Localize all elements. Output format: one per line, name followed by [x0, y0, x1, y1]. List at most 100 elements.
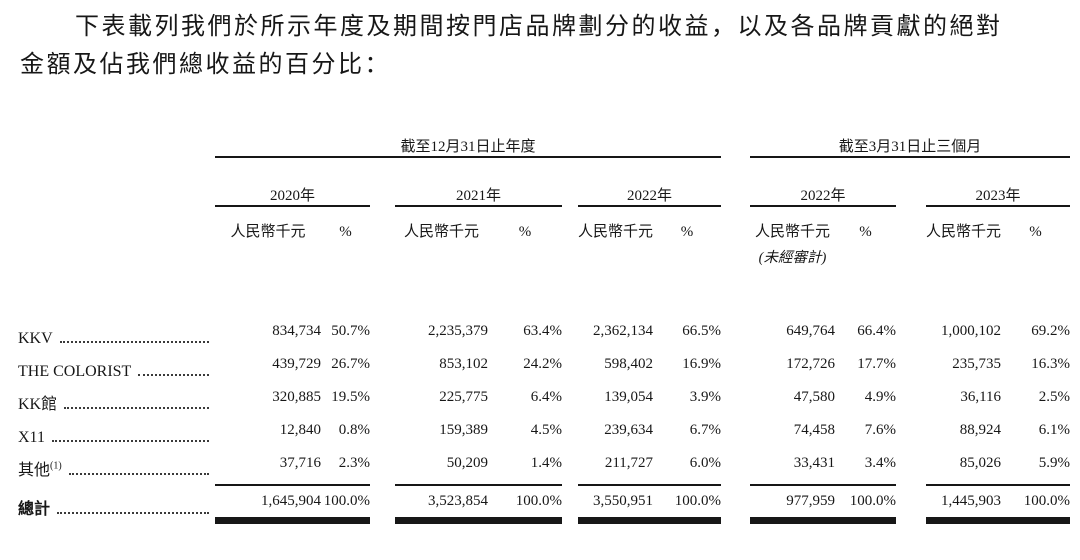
- percent-cell: 100.0%: [849, 492, 897, 509]
- page: { "paragraph": { "line1": "下表載列我們於所示年度及期…: [0, 8, 1080, 560]
- amount-cell: 649,764: [786, 323, 836, 339]
- column-gap: [370, 447, 395, 480]
- unit-header: 人民幣千元: [403, 224, 479, 240]
- amount-cell: 239,634: [604, 422, 654, 438]
- percent-cell: 2.5%: [1038, 389, 1071, 405]
- percent-cell: 26.7%: [331, 356, 370, 372]
- percent-header: %: [339, 224, 352, 240]
- row-label-cell: 其他(1): [18, 447, 215, 480]
- column-gap: [370, 485, 395, 519]
- row-label-wrap: KK館: [18, 390, 215, 414]
- amount-cell: 47,580: [793, 389, 836, 405]
- total-row: 總計 1,645,904 100.0% 3,523,854 100.0% 3,550,95…: [18, 485, 1070, 519]
- percent-cell: 24.2%: [523, 356, 562, 372]
- percent-header: %: [859, 224, 872, 240]
- column-gap: [896, 414, 926, 447]
- brand-revenue-table: 截至12月31日止年度 截至3月31日止三個月 2020年 2021年 2022…: [18, 125, 1071, 524]
- row-label-cell: KK館: [18, 381, 215, 414]
- rule-segment: [395, 480, 488, 486]
- row-label-cell: X11: [18, 414, 215, 447]
- rule-segment: [321, 516, 370, 524]
- rule-segment: [750, 480, 836, 486]
- percent-cell: 3.9%: [689, 389, 722, 405]
- rule-segment: [321, 480, 370, 486]
- amount-cell: 74,458: [793, 422, 836, 438]
- amount-cell: 977,959: [786, 492, 836, 509]
- column-gap: [562, 485, 578, 519]
- amount-cell: 139,054: [604, 389, 654, 405]
- column-gap: [370, 414, 395, 447]
- rule-segment: [926, 480, 1002, 486]
- row-label-cell: THE COLORIST: [18, 348, 215, 381]
- leader-dots: [51, 440, 209, 442]
- column-gap: [721, 485, 750, 519]
- column-gap: [721, 348, 750, 381]
- row-label: KK館: [18, 396, 58, 413]
- amount-cell: 159,389: [439, 422, 488, 438]
- amount-cell: 12,840: [279, 422, 321, 438]
- percent-cell: 19.5%: [331, 389, 370, 405]
- percent-header: %: [680, 224, 694, 240]
- percent-cell: 5.9%: [1038, 455, 1071, 471]
- percent-cell: 100.0%: [323, 492, 370, 509]
- header-body-spacer: [18, 267, 1070, 315]
- percent-cell: 16.3%: [1031, 356, 1071, 372]
- amount-cell: 225,775: [439, 389, 488, 405]
- year-column-2023q1: 2023年: [926, 157, 1071, 207]
- row-label-wrap: X11: [18, 429, 215, 447]
- percent-cell: 6.0%: [689, 455, 722, 471]
- amount-cell: 3,550,951: [593, 492, 654, 509]
- percent-cell: 100.0%: [674, 492, 722, 509]
- row-label-wrap: THE COLORIST: [18, 363, 215, 381]
- column-gap: [896, 381, 926, 414]
- percent-cell: 100.0%: [515, 492, 562, 509]
- column-gap: [721, 414, 750, 447]
- column-gap: [370, 519, 395, 523]
- percent-cell: 17.7%: [857, 356, 897, 372]
- row-label-cell: KKV: [18, 315, 215, 348]
- leader-dots: [59, 341, 209, 343]
- table-row: THE COLORIST 439,729 26.7% 853,102 24.2% 598,…: [18, 348, 1070, 381]
- amount-cell: 2,362,134: [593, 323, 654, 339]
- grand-total-double-rule-row: [18, 516, 1071, 524]
- leader-dots: [64, 407, 209, 409]
- subtotal-rule-row: [18, 480, 1071, 486]
- amount-cell: 50,209: [446, 455, 488, 471]
- corner-blank: [18, 125, 215, 157]
- rule-segment: [488, 516, 562, 524]
- unit-header: 人民幣千元: [755, 224, 831, 240]
- percent-cell: 3.4%: [864, 455, 897, 471]
- percent-cell: 4.5%: [530, 422, 562, 438]
- amount-cell: 3,523,854: [428, 492, 488, 509]
- footnote-marker: (1): [50, 460, 62, 472]
- amount-cell: 33,431: [793, 455, 836, 471]
- amount-cell: 1,645,904: [261, 492, 321, 509]
- column-gap: [896, 447, 926, 480]
- intro-line-1: 下表載列我們於所示年度及期間按門店品牌劃分的收益，以及各品牌貢獻的絕對: [75, 14, 1003, 40]
- percent-header: %: [518, 224, 532, 240]
- column-gap: [896, 519, 926, 523]
- rule-segment: [578, 516, 654, 524]
- table-row: X11 12,840 0.8% 159,389 4.5% 239,634 6.7% 74,45…: [18, 414, 1070, 447]
- percent-cell: 7.6%: [864, 422, 897, 438]
- period-group-annual: 截至12月31日止年度: [215, 125, 722, 158]
- rule-segment: [215, 480, 321, 486]
- column-gap: [562, 519, 578, 523]
- column-gap: [896, 348, 926, 381]
- rule-segment: [215, 516, 321, 524]
- intro-paragraph: 下表載列我們於所示年度及期間按門店品牌劃分的收益，以及各品牌貢獻的絕對 金額及佔…: [20, 8, 1060, 84]
- column-gap: [562, 414, 578, 447]
- year-row: 2020年 2021年 2022年 2022年 2023年: [18, 157, 1071, 207]
- amount-cell: 2,235,379: [428, 323, 488, 339]
- rule-segment: [653, 480, 722, 486]
- column-gap: [721, 315, 750, 348]
- amount-cell: 235,735: [952, 356, 1002, 372]
- table-row: KKV 834,734 50.7% 2,235,379 63.4% 2,362,134 66…: [18, 315, 1070, 348]
- rule-segment: [835, 516, 897, 524]
- column-gap: [896, 485, 926, 519]
- percent-cell: 16.9%: [682, 356, 722, 372]
- amount-cell: 439,729: [272, 356, 321, 372]
- leader-dots: [138, 374, 209, 376]
- year-column-2021: 2021年: [395, 157, 562, 207]
- row-label: THE COLORIST: [18, 363, 132, 380]
